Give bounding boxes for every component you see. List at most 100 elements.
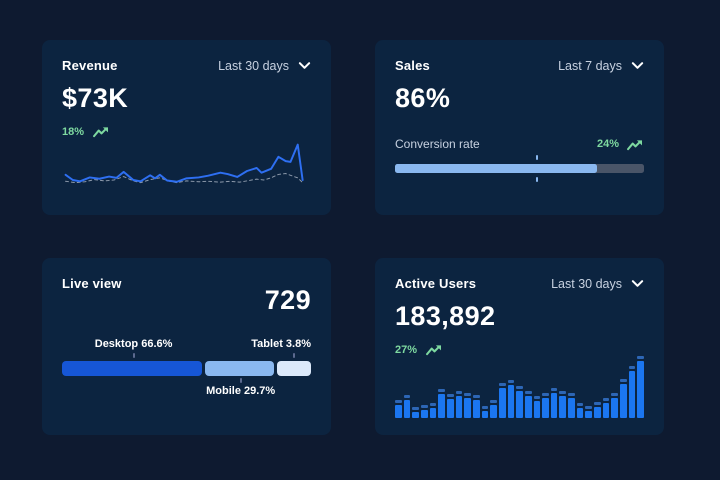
bar-cap	[516, 386, 523, 389]
bar-cap	[637, 356, 645, 359]
active-users-bar-chart	[395, 356, 645, 418]
trend-up-icon	[627, 139, 642, 150]
active-users-card: Active Users Last 30 days 183,892 27%	[375, 258, 664, 435]
revenue-line-chart	[64, 143, 304, 184]
active-users-title: Active Users	[395, 276, 477, 291]
bar-body	[403, 400, 411, 418]
bar-cap	[611, 393, 619, 396]
bar	[602, 398, 610, 418]
active-users-value: 183,892	[395, 301, 496, 331]
bar	[472, 395, 480, 418]
progress-marker-top	[535, 155, 538, 160]
bar-cap	[464, 393, 471, 396]
device-share-widget: Desktop 66.6% Tablet 3.8% Mobile 29.7%	[62, 338, 311, 397]
bar-cap	[628, 366, 636, 369]
bar	[559, 391, 567, 418]
conversion-rate-label: Conversion rate	[395, 137, 480, 151]
bar-cap	[481, 406, 489, 409]
bar-body	[420, 410, 428, 418]
live-view-card-header: Live view	[62, 276, 311, 291]
bar-cap	[594, 402, 601, 405]
bar	[620, 379, 627, 418]
bar-body	[533, 401, 541, 418]
bar	[516, 386, 523, 418]
revenue-card-header: Revenue Last 30 days	[62, 58, 311, 73]
bar	[524, 391, 532, 418]
bar	[498, 383, 506, 418]
tablet-tick	[292, 353, 295, 358]
bar-cap	[585, 406, 593, 409]
segment-desktop	[62, 361, 202, 376]
bar-cap	[576, 403, 584, 406]
bar-cap	[395, 400, 402, 403]
bar-cap	[490, 400, 497, 403]
sales-card: Sales Last 7 days 86% Conversion rate 24…	[375, 40, 664, 215]
chevron-down-icon	[631, 62, 644, 69]
bar-body	[524, 396, 532, 418]
bar-body	[602, 403, 610, 418]
bar-cap	[412, 407, 419, 410]
live-view-value: 729	[264, 285, 311, 315]
revenue-value: $73K	[62, 83, 129, 113]
bar-body	[395, 405, 402, 418]
bar-body	[620, 384, 627, 418]
bar	[446, 394, 454, 418]
bar-body	[576, 408, 584, 418]
progress-marker-bottom	[535, 177, 538, 182]
bar-cap	[620, 379, 627, 382]
active-users-range-label: Last 30 days	[551, 276, 622, 291]
bar-body	[490, 405, 497, 418]
conversion-rate-row: Conversion rate 24%	[395, 137, 644, 151]
bar	[585, 406, 593, 418]
live-view-title: Live view	[62, 276, 122, 291]
bar-body	[446, 399, 454, 418]
bar	[455, 391, 463, 418]
segment-tablet	[276, 361, 311, 376]
bar-cap	[550, 388, 558, 391]
chevron-down-icon	[631, 280, 644, 287]
bar-body	[628, 371, 636, 418]
sales-range-dropdown[interactable]: Last 7 days	[558, 59, 644, 73]
segment-mobile	[204, 361, 274, 376]
bar-cap	[602, 398, 610, 401]
bar	[576, 403, 584, 418]
sales-value: 86%	[395, 83, 451, 113]
live-device-bar	[62, 361, 311, 376]
bar	[628, 366, 636, 418]
bar-cap	[472, 395, 480, 398]
trend-up-icon	[426, 345, 442, 356]
bar-cap	[455, 391, 463, 394]
revenue-delta: 18%	[62, 125, 85, 138]
bar-body	[429, 408, 437, 418]
desktop-tick	[132, 353, 135, 358]
sales-delta-group: 24%	[597, 138, 644, 151]
bar-cap	[542, 393, 549, 396]
bar-cap	[446, 394, 454, 397]
bar	[637, 356, 645, 418]
bar	[568, 393, 575, 418]
sales-card-header: Sales Last 7 days	[395, 58, 644, 73]
revenue-range-dropdown[interactable]: Last 30 days	[218, 59, 311, 73]
mobile-tick	[239, 378, 242, 383]
tablet-share-label: Tablet 3.8%	[251, 338, 311, 350]
bar-cap	[438, 389, 445, 392]
bar	[507, 380, 515, 418]
bar	[490, 400, 497, 418]
bar-body	[611, 398, 619, 418]
conversion-progress-fill	[395, 164, 597, 173]
revenue-title: Revenue	[62, 58, 118, 73]
bar-body	[594, 407, 601, 418]
bar	[611, 393, 619, 418]
bar	[481, 406, 489, 418]
active-users-delta: 27%	[395, 343, 418, 356]
sales-range-label: Last 7 days	[558, 58, 622, 73]
bar-cap	[559, 391, 567, 394]
bar-body	[585, 411, 593, 418]
bar-body	[438, 394, 445, 418]
active-users-range-dropdown[interactable]: Last 30 days	[551, 277, 644, 291]
bar-body	[498, 388, 506, 418]
revenue-card: Revenue Last 30 days $73K 18%	[42, 40, 331, 215]
bar-cap	[498, 383, 506, 386]
revenue-range-label: Last 30 days	[218, 58, 289, 73]
bar	[533, 396, 541, 418]
